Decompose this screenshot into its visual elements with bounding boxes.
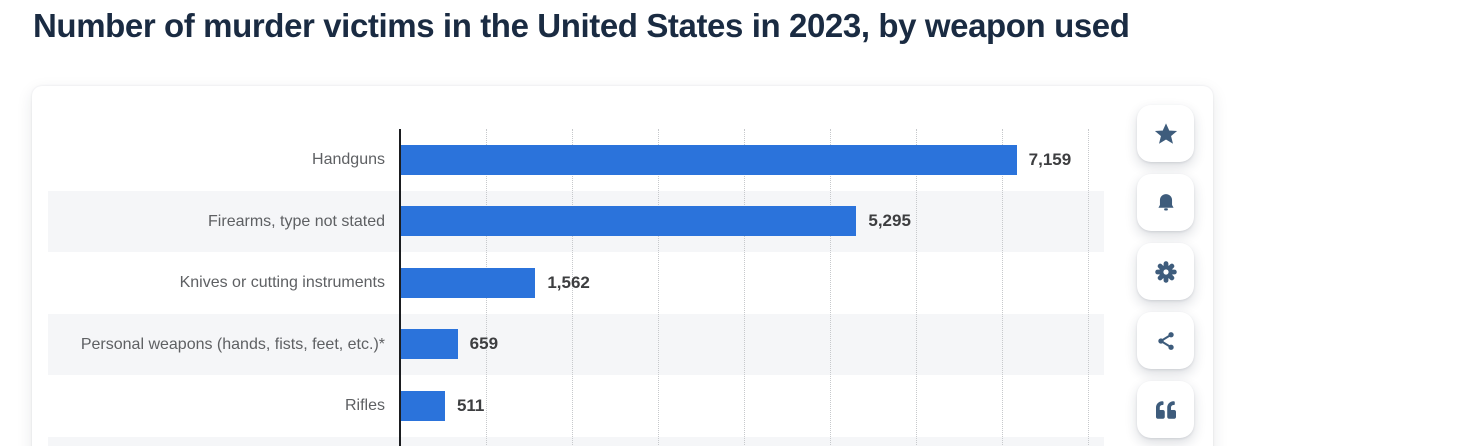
page-title: Number of murder victims in the United S… xyxy=(33,7,1130,44)
gridline xyxy=(1002,129,1003,446)
value-label: 7,159 xyxy=(1028,149,1072,169)
bar-4 xyxy=(401,390,445,421)
chart-row: Knives or cutting instruments 1,562 xyxy=(48,252,1104,314)
bell-icon xyxy=(1157,193,1174,211)
gear-icon xyxy=(1154,260,1177,283)
chart-row: Handguns 7,159 xyxy=(48,129,1104,191)
category-label: Knives or cutting instruments xyxy=(179,274,385,292)
chart-area: Handguns 7,159 Firearms, type not stated 5,… xyxy=(48,129,1104,446)
star-icon xyxy=(1154,122,1177,144)
row-stripe xyxy=(48,313,1104,375)
chart-row: Rifles 511 xyxy=(48,375,1104,437)
gridline xyxy=(658,129,659,446)
category-label: Rifles xyxy=(344,397,385,415)
bar-0 xyxy=(401,144,1017,175)
bar-2 xyxy=(401,267,536,298)
chart-card: Handguns 7,159 Firearms, type not stated 5,… xyxy=(32,86,1213,446)
chart-row: Personal weapons (hands, fists, feet, et… xyxy=(48,314,1104,376)
row-stripe xyxy=(48,436,1104,446)
gridline xyxy=(830,129,831,446)
bar-1 xyxy=(401,206,857,237)
gridline xyxy=(572,129,573,446)
chart-row: Firearms, type not stated 5,295 xyxy=(48,191,1104,253)
alert-button[interactable] xyxy=(1137,174,1194,231)
value-label: 511 xyxy=(456,395,485,415)
y-axis-line xyxy=(399,129,401,446)
bar-3 xyxy=(401,329,458,360)
category-label: Personal weapons (hands, fists, feet, et… xyxy=(80,335,385,353)
gridline xyxy=(744,129,745,446)
share-button[interactable] xyxy=(1137,312,1194,369)
value-label: 5,295 xyxy=(868,211,911,231)
value-label: 659 xyxy=(469,334,499,354)
value-label: 1,562 xyxy=(547,272,590,292)
citation-button[interactable] xyxy=(1137,381,1194,438)
gridline xyxy=(1088,129,1089,446)
quote-icon xyxy=(1155,400,1176,419)
category-label: Handguns xyxy=(312,151,385,169)
category-label: Firearms, type not stated xyxy=(208,212,385,230)
favorite-button[interactable] xyxy=(1137,105,1194,162)
gridline xyxy=(916,129,917,446)
settings-button[interactable] xyxy=(1137,243,1194,300)
share-icon xyxy=(1157,331,1174,350)
